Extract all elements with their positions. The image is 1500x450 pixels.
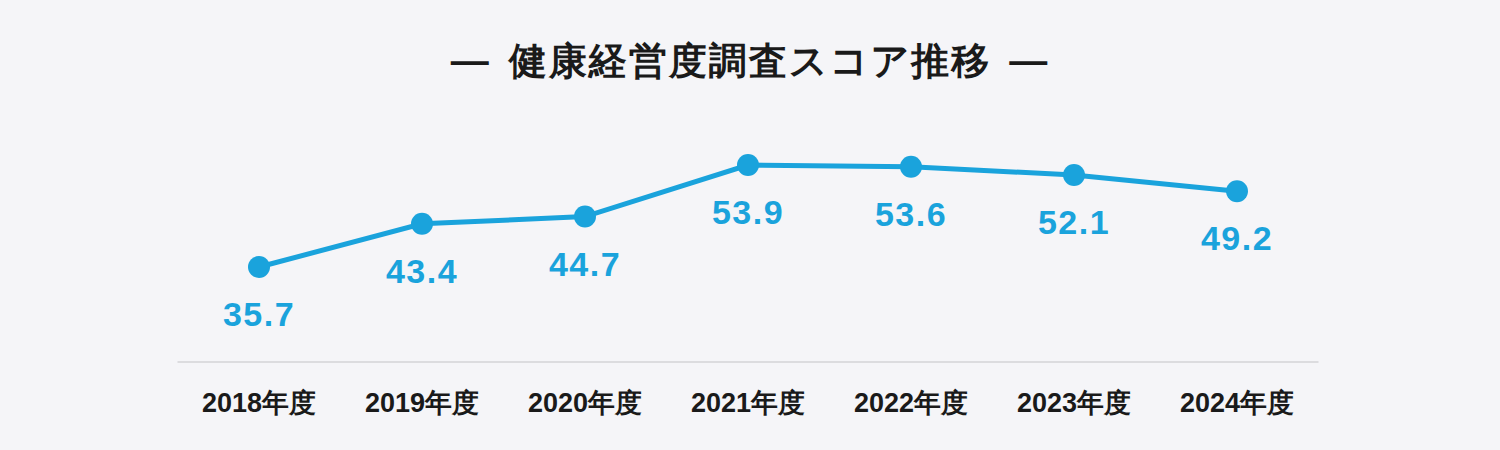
x-axis-label: 2019年度 [365,388,479,418]
data-point [1063,164,1085,186]
x-axis-label: 2018年度 [202,388,316,418]
data-point-label: 43.4 [386,252,458,290]
data-point [1226,180,1248,202]
data-point [248,256,270,278]
x-axis-label: 2020年度 [528,388,642,418]
data-point [737,154,759,176]
data-point-label: 44.7 [549,245,621,283]
data-point-label: 53.6 [875,195,947,233]
data-point-label: 49.2 [1201,219,1273,257]
data-point-label: 35.7 [223,295,295,333]
data-point-label: 53.9 [712,193,784,231]
x-axis-label: 2023年度 [1017,388,1131,418]
chart-card: — 健康経営度調査スコア推移 — 35.72018年度43.42019年度44.… [0,0,1500,450]
x-axis-label: 2024年度 [1180,388,1294,418]
x-axis-label: 2022年度 [854,388,968,418]
data-point-label: 52.1 [1038,203,1110,241]
line-chart: 35.7 2018年度 43.4 2019年度 44.7 2020年度 53.9 2021年度… [0,0,1500,450]
data-point [574,206,596,228]
data-point [411,213,433,235]
data-point [900,156,922,178]
x-axis-label: 2021年度 [691,388,805,418]
